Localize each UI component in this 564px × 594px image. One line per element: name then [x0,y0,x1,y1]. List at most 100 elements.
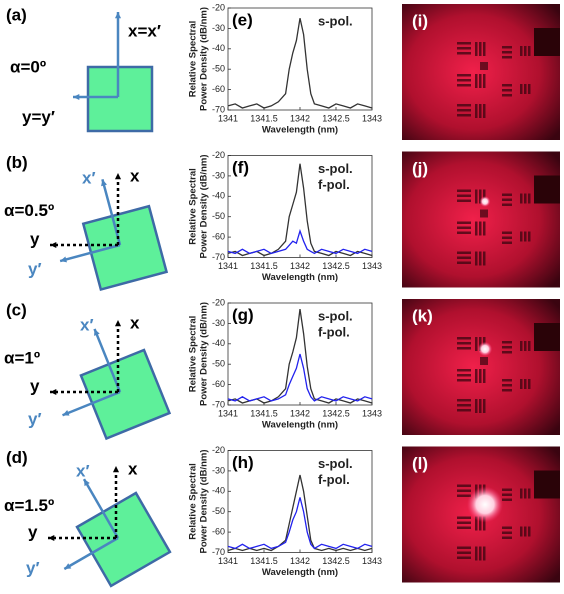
target-bar [475,337,478,351]
annotation: s-pol. [318,456,353,471]
target-bar [502,488,512,491]
target-bar [479,546,482,561]
rotated-frame [63,478,172,588]
target-bar [502,198,512,201]
arrow-head [94,328,100,336]
target-bar [520,526,523,537]
annotation: s-pol. [318,161,353,176]
target-bar [502,526,512,529]
target-bar [502,56,512,59]
arrow-head [50,388,57,396]
target-bar [502,94,512,97]
y-tick-label: -50 [212,64,225,74]
arrow-head [114,320,122,327]
arrow-head [60,256,67,263]
target-bar [528,379,531,389]
target-bar [457,74,471,77]
x-tick-label: 1341 [218,261,238,271]
plot-area [227,450,373,553]
y-tick-label: -60 [212,84,225,94]
diagram: (d) α=1.5º x y x′ y′ [4,448,172,588]
target-bar [520,84,523,94]
target-bar [520,488,523,499]
y-axis-label: Relative Spectral [188,168,199,245]
x-axis-label: Wavelength (nm) [262,567,338,578]
target-bar [475,104,478,118]
target-bar [524,84,527,94]
axis-arrow [63,536,119,571]
target-bar [502,46,512,49]
photo-dark-corner [534,28,560,56]
axis-label: x′ [82,168,96,187]
arrow-head [50,241,57,249]
axis-label: x [130,313,140,332]
target-bar [524,231,527,242]
target-bar [524,488,527,499]
annotation: f-pol. [318,324,350,339]
target-bar [457,494,471,497]
target-square [480,62,488,70]
target-bar [475,251,478,266]
x-tick-label: 1343 [362,556,382,566]
y-tick-label: -60 [212,379,225,389]
x-tick-label: 1343 [362,408,382,418]
target-bar [520,193,523,204]
target-square [480,209,488,218]
axis-label: y′ [26,558,40,577]
spectrum-line [227,353,373,402]
target-bar [457,114,471,117]
arrow-head [114,12,122,19]
target-bar [457,261,471,264]
panel-label: (d) [6,448,28,467]
target-bar [502,384,512,387]
target-bar [524,193,527,204]
target-bar [483,221,486,236]
target-bar [483,104,486,118]
x-tick-label: 1341.5 [250,556,278,566]
arrow-head [112,466,120,473]
target-bar [457,546,471,549]
target-bar [528,84,531,94]
target-bar [457,337,471,340]
y-tick-label: -30 [212,318,225,328]
axis-label: x′ [80,315,94,334]
target-bar [475,369,478,383]
arrow-head [114,173,122,180]
x-tick-label: 1343 [362,261,382,271]
axis-label: y [30,229,40,248]
spectrum-chart: -70 -60 -50 -40 -30 -20 1341 1341.5 1342 1342.5 13… [188,445,383,578]
target-bar [457,556,471,559]
angle-label: α=0º [10,57,46,76]
x-axis-label: Wavelength (nm) [262,420,338,431]
spectrum-chart: -70 -60 -50 -40 -30 -20 1341 1341.5 1342 1342.5 13… [188,297,383,430]
arrow-head [64,563,72,569]
x-tick-label: 1342 [290,556,310,566]
panel-label: (l) [412,454,428,473]
y-axis-label: Relative Spectral [188,316,199,393]
photo-dark-corner [534,323,560,351]
annotation: f-pol. [318,177,350,192]
target-bar [457,489,471,492]
rotated-frame [59,178,169,292]
plot-area [227,7,373,111]
target-bar [475,221,478,236]
y-tick-label: -70 [212,252,225,262]
y-axis-label: Relative Spectral [188,463,199,540]
panel-label: (c) [6,300,27,319]
target-bar [475,189,478,204]
target-bar [502,531,512,534]
arrow-head [101,179,107,187]
target-bar [502,341,512,344]
target-bar [528,231,531,242]
target-bar [528,46,531,56]
target-bar [502,236,512,239]
y-axis-label: Power Density (dB/nm) [199,7,210,111]
arrow-head [73,93,80,101]
y-tick-label: -30 [212,170,225,180]
target-bar [475,546,478,561]
axis-label: y [28,522,38,541]
y-tick-label: -40 [212,338,225,348]
target-bar [457,199,471,202]
x-tick-label: 1342.5 [322,261,350,271]
